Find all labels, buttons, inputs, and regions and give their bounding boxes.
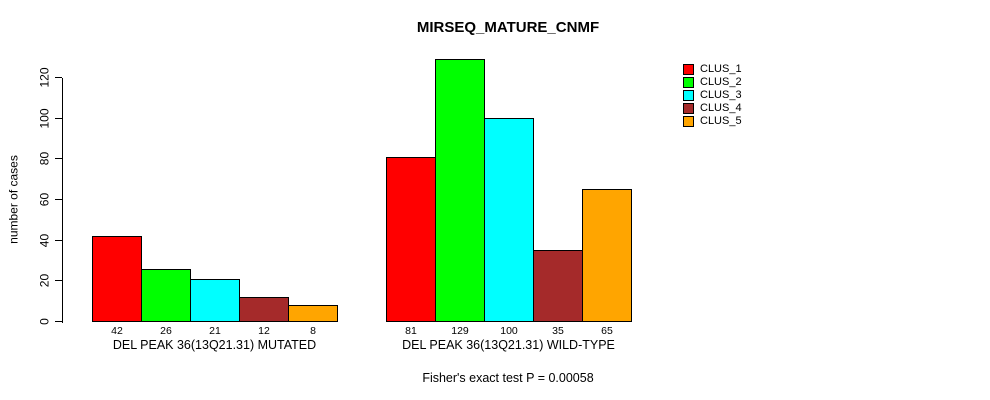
bar-value-label: 35 (552, 325, 564, 337)
bar-value-label: 26 (160, 325, 172, 337)
bar (582, 189, 632, 323)
bar-value-label: 65 (601, 325, 613, 337)
y-tick-label: 120 (37, 67, 52, 88)
legend-swatch (683, 103, 694, 115)
bar-value-label: 100 (500, 325, 518, 337)
y-axis-title: number of cases (6, 155, 21, 244)
legend-item: CLUS_2 (683, 76, 742, 89)
legend-item: CLUS_4 (683, 102, 742, 115)
y-tick (55, 239, 62, 241)
bar (435, 59, 485, 323)
legend-label: CLUS_5 (700, 115, 742, 128)
y-tick-label: 60 (37, 192, 52, 207)
y-tick (55, 280, 62, 282)
y-tick-label: 0 (37, 318, 52, 325)
legend-item: CLUS_5 (683, 115, 742, 128)
y-tick-label: 100 (37, 108, 52, 129)
bar (386, 156, 436, 323)
legend-label: CLUS_4 (700, 102, 742, 115)
legend-swatch (683, 77, 694, 89)
y-tick (55, 321, 62, 322)
bar (288, 305, 338, 323)
chart-title: MIRSEQ_MATURE_CNMF (416, 19, 600, 36)
legend-item: CLUS_1 (683, 63, 742, 76)
stat-annotation: Fisher's exact test P = 0.00058 (422, 371, 594, 385)
legend-swatch (683, 64, 694, 76)
bar-value-label: 129 (451, 325, 469, 337)
legend-swatch (683, 90, 694, 102)
legend-swatch (683, 116, 694, 128)
y-tick-label: 40 (37, 233, 52, 247)
bar (533, 250, 583, 323)
bar (92, 236, 142, 323)
bar-value-label: 81 (405, 325, 417, 337)
y-tick (55, 199, 62, 200)
legend-item: CLUS_3 (683, 89, 742, 102)
y-tick-label: 80 (37, 152, 52, 166)
bar (239, 297, 289, 323)
group-label: DEL PEAK 36(13Q21.31) MUTATED (112, 338, 317, 352)
y-tick-label: 20 (37, 274, 52, 288)
legend-label: CLUS_3 (700, 89, 742, 102)
bar (141, 268, 191, 323)
bar (484, 118, 534, 323)
legend-label: CLUS_1 (700, 63, 742, 76)
bar (190, 278, 240, 323)
y-tick (55, 117, 62, 119)
y-tick (55, 158, 62, 160)
y-tick (55, 77, 62, 78)
legend: CLUS_1 CLUS_2 CLUS_3 CLUS_4 CLUS_5 (683, 63, 742, 128)
bar-value-label: 21 (209, 325, 221, 337)
bar-value-label: 12 (258, 325, 270, 337)
bar-value-label: 8 (310, 325, 316, 337)
group-label: DEL PEAK 36(13Q21.31) WILD-TYPE (402, 338, 615, 352)
bar-value-label: 42 (111, 325, 123, 337)
legend-label: CLUS_2 (700, 76, 742, 89)
y-axis-line (62, 77, 63, 323)
